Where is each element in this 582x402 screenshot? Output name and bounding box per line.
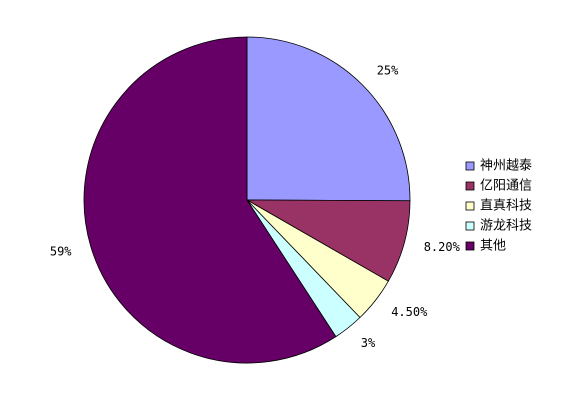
data-label: 4.50% [391, 305, 428, 319]
legend-swatch [465, 161, 475, 171]
data-label: 8.20% [424, 240, 461, 254]
pie-slice [246, 36, 411, 202]
data-label: 59% [50, 245, 72, 259]
legend-label: 神州越泰 [480, 157, 532, 172]
legend-label: 亿阳通信 [480, 177, 532, 192]
legend-label: 直真科技 [480, 197, 532, 212]
legend-label: 其他 [480, 237, 506, 252]
legend-label: 游龙科技 [480, 217, 532, 232]
legend-swatch [465, 181, 475, 191]
data-label: 3% [361, 336, 376, 350]
legend-swatch [465, 241, 475, 251]
legend-swatch [465, 221, 475, 231]
data-label: 25% [377, 63, 399, 77]
pie-slice [83, 36, 337, 364]
legend-swatch [465, 201, 475, 211]
